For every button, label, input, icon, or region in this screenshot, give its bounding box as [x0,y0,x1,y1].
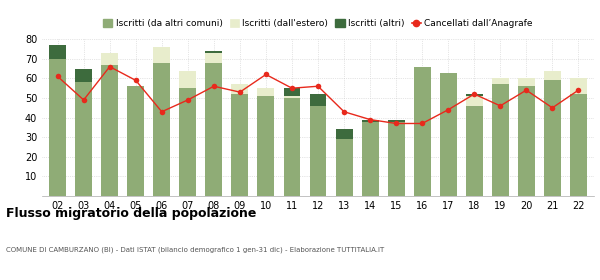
Bar [544,80,561,196]
Bar [205,63,223,196]
Bar [232,94,248,196]
Bar [413,67,431,196]
Bar [492,84,509,196]
Bar [101,53,118,65]
Bar [232,84,248,94]
Bar [284,96,301,98]
Bar [257,96,274,196]
Bar [154,47,170,63]
Bar [335,129,353,139]
Bar [257,88,274,96]
Bar [440,73,457,196]
Bar [466,96,482,106]
Bar [205,51,223,53]
Bar [310,94,326,106]
Bar [310,106,326,196]
Bar [75,82,92,196]
Bar [492,78,509,84]
Bar [335,139,353,196]
Legend: Iscritti (da altri comuni), Iscritti (dall'estero), Iscritti (altri), Cancellati: Iscritti (da altri comuni), Iscritti (da… [100,15,536,32]
Bar [518,86,535,196]
Bar [205,53,223,63]
Bar [179,88,196,196]
Bar [127,86,144,196]
Bar [362,122,379,196]
Bar [362,120,379,122]
Bar [49,59,66,196]
Bar [49,45,66,59]
Text: COMUNE DI CAMBURZANO (BI) - Dati ISTAT (bilancio demografico 1 gen-31 dic) - Ela: COMUNE DI CAMBURZANO (BI) - Dati ISTAT (… [6,246,384,253]
Bar [154,63,170,196]
Bar [544,71,561,80]
Bar [388,120,404,122]
Bar [570,78,587,94]
Bar [388,122,404,196]
Bar [466,94,482,96]
Bar [75,69,92,82]
Text: Flusso migratorio della popolazione: Flusso migratorio della popolazione [6,207,256,220]
Bar [570,94,587,196]
Bar [518,78,535,86]
Bar [284,98,301,196]
Bar [179,71,196,88]
Bar [101,65,118,196]
Bar [466,106,482,196]
Bar [284,88,301,96]
